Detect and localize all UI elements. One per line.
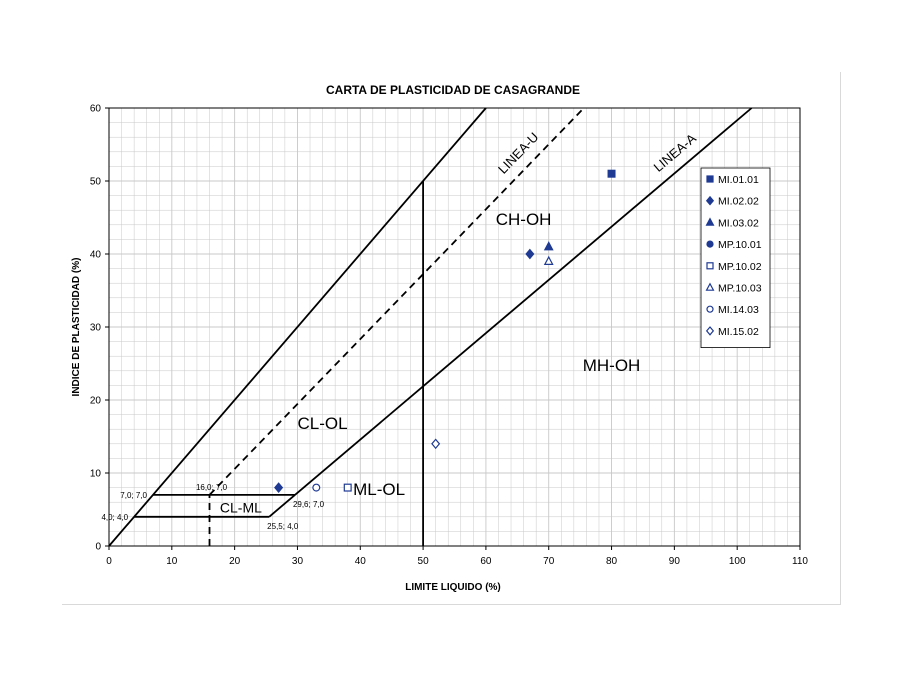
point-label: 4,0; 4,0: [101, 513, 128, 522]
x-tick-label: 30: [292, 556, 304, 567]
tick-labels: 0 10 20 30 40 50 60 70 80 90 100 110 0 10 20 30 40 50 60: [90, 104, 809, 568]
y-tick-label: 0: [95, 542, 101, 553]
x-tick-label: 20: [229, 556, 241, 567]
legend-marker: [705, 282, 715, 291]
y-tick-label: 50: [90, 177, 102, 188]
boundary-line: [268, 494, 296, 518]
x-axis-title: LIMITE LIQUIDO (%): [405, 582, 501, 593]
x-tick-label: 0: [106, 556, 112, 567]
point-label: 16,0; 7,0: [196, 483, 228, 492]
data-point: [343, 483, 352, 492]
legend-marker: [705, 217, 715, 226]
line-linea-u: [208, 107, 585, 496]
chart-title: CARTA DE PLASTICIDAD DE CASAGRANDE: [326, 83, 580, 97]
line-linea-a: [294, 107, 753, 496]
data-point: [607, 169, 616, 178]
legend-label: MI.14.03: [718, 304, 759, 316]
x-tick-label: 90: [669, 556, 681, 567]
legend-label: MP.10.01: [718, 239, 762, 251]
x-tick-label: 80: [606, 556, 618, 567]
zone-label: ML-OL: [353, 480, 405, 499]
y-tick-label: 10: [90, 469, 102, 480]
zone-label: CH-OH: [496, 210, 552, 229]
zone-labels: CH-OH MH-OH CL-OL ML-OL CL-ML: [220, 210, 640, 516]
y-tick-label: 30: [90, 323, 102, 334]
data-point: [525, 248, 535, 260]
legend-box: [700, 167, 771, 349]
legend-marker: [706, 175, 714, 183]
data-point: [543, 241, 554, 251]
data-points: [274, 169, 616, 493]
legend-label: MI.02.02: [718, 196, 759, 208]
y-tick-label: 40: [90, 250, 102, 261]
legend-label: MI.03.02: [718, 217, 759, 229]
legend-marker: [706, 305, 714, 313]
y-tick-label: 20: [90, 396, 102, 407]
x-tick-label: 100: [729, 556, 746, 567]
legend-marker: [705, 195, 715, 206]
data-point: [312, 483, 321, 492]
point-label: 29,6; 7,0: [293, 500, 325, 509]
y-axis-title: INDICE DE PLASTICIDAD (%): [71, 258, 82, 397]
data-point: [543, 255, 554, 265]
legend: MI.01.01 MI.02.02 MI.03.02 MP.10.01 MP.10.02…: [700, 167, 771, 349]
data-point: [431, 438, 441, 450]
x-tick-label: 110: [792, 556, 808, 567]
x-tick-label: 70: [543, 556, 555, 567]
point-labels: 7,0; 7,0 4,0; 4,0 16,0; 7,0 29,6; 7,0 25,5; …: [101, 483, 324, 531]
line-label: LINEA-U: [495, 129, 541, 176]
x-tick-label: 10: [166, 556, 178, 567]
legend-marker: [706, 262, 714, 270]
point-label: 7,0; 7,0: [120, 491, 147, 500]
x-tick-label: 50: [418, 556, 430, 567]
legend-marker: [705, 326, 715, 336]
chart-frame: [62, 72, 841, 605]
legend-label: MI.01.01: [718, 174, 759, 186]
zone-label: MH-OH: [583, 356, 641, 375]
point-label: 25,5; 4,0: [267, 522, 299, 531]
zone-label: CL-OL: [298, 414, 348, 433]
legend-label: MP.10.02: [718, 261, 762, 273]
x-tick-label: 60: [480, 556, 492, 567]
x-tick-label: 40: [355, 556, 367, 567]
zone-label: CL-ML: [220, 499, 262, 515]
legend-label: MP.10.03: [718, 283, 762, 295]
grid: [108, 107, 801, 547]
legend-marker: [706, 240, 714, 248]
y-tick-label: 60: [90, 104, 102, 115]
data-point: [274, 482, 284, 493]
legend-label: MI.15.02: [718, 326, 759, 338]
